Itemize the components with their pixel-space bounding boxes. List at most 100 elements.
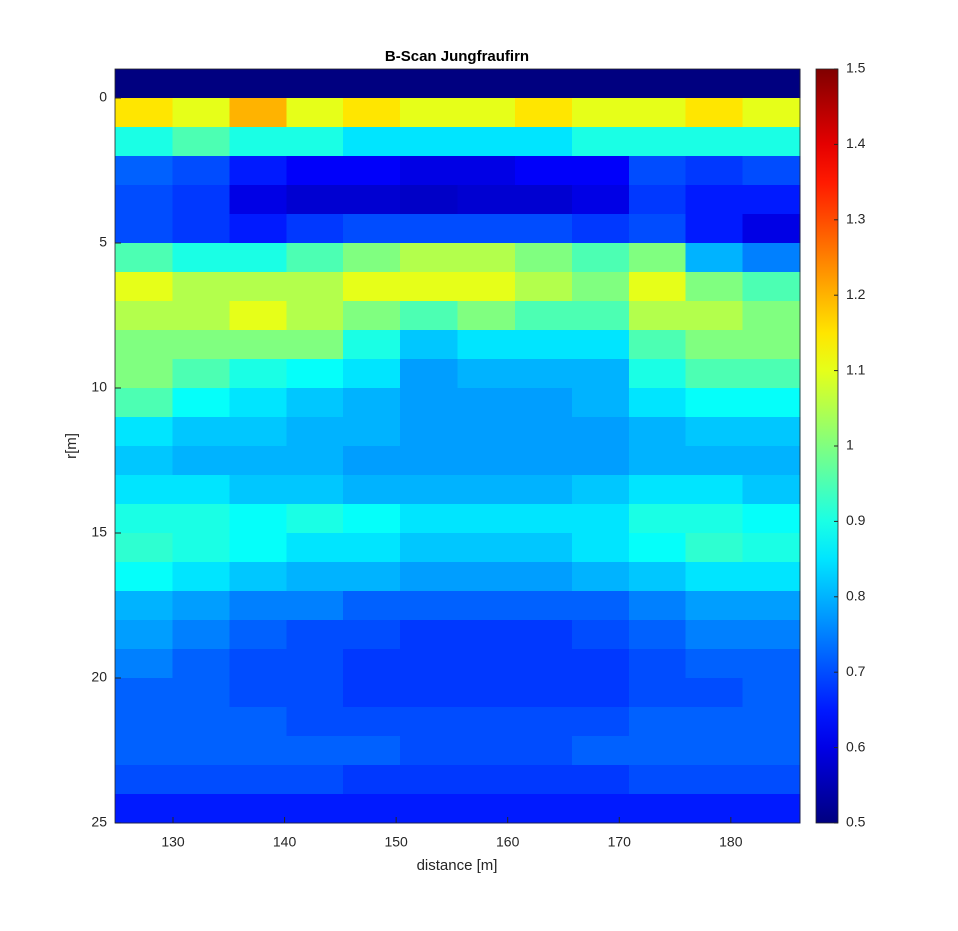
heat-cell	[115, 794, 173, 824]
heat-cell	[172, 504, 230, 534]
heat-cell	[742, 185, 801, 215]
heat-cell	[229, 533, 287, 563]
heat-cell	[628, 794, 687, 824]
heat-cell	[343, 504, 401, 534]
heat-cell	[115, 243, 173, 273]
heat-cell	[628, 98, 687, 128]
heat-cell	[457, 678, 516, 708]
heat-cell	[742, 127, 801, 157]
heat-cell	[400, 243, 458, 273]
heat-cell	[115, 591, 173, 621]
heat-cell	[400, 98, 458, 128]
heat-cell	[400, 446, 458, 476]
heat-cell	[343, 591, 401, 621]
heat-cell	[685, 301, 744, 331]
heat-cell	[685, 417, 744, 447]
heat-cell	[628, 127, 687, 157]
heat-cell	[571, 562, 630, 592]
heat-cell	[685, 127, 744, 157]
heat-cell	[286, 98, 344, 128]
heat-cell	[628, 504, 687, 534]
heat-cell	[628, 330, 687, 360]
heat-cell	[685, 765, 744, 795]
heat-cell	[172, 620, 230, 650]
heat-cell	[457, 272, 516, 302]
heat-cell	[514, 591, 573, 621]
heat-cell	[172, 272, 230, 302]
heat-cell	[343, 794, 401, 824]
x-tick-label: 170	[608, 834, 632, 850]
heat-cell	[685, 620, 744, 650]
heat-cell	[742, 214, 801, 244]
colorbar-tick-label: 0.9	[846, 512, 866, 528]
heat-cell	[229, 156, 287, 186]
heat-cell	[685, 736, 744, 766]
x-tick-label: 150	[384, 834, 408, 850]
heat-cell	[685, 562, 744, 592]
heat-cell	[400, 620, 458, 650]
heat-cell	[400, 214, 458, 244]
heat-cell	[229, 243, 287, 273]
heat-cell	[457, 156, 516, 186]
heat-cell	[457, 533, 516, 563]
heat-cell	[172, 359, 230, 389]
x-axis-label: distance [m]	[417, 857, 498, 874]
heat-cell	[229, 649, 287, 679]
heat-cell	[343, 678, 401, 708]
heat-cell	[514, 794, 573, 824]
heat-cell	[514, 678, 573, 708]
heat-cell	[115, 156, 173, 186]
heat-cell	[628, 214, 687, 244]
heat-cell	[457, 446, 516, 476]
heat-cell	[742, 359, 801, 389]
heat-cell	[343, 620, 401, 650]
heat-cell	[514, 127, 573, 157]
heat-cell	[514, 388, 573, 418]
heat-cell	[172, 475, 230, 505]
heat-cell	[286, 156, 344, 186]
colorbar-tick-label: 1	[846, 437, 854, 453]
heat-cell	[628, 620, 687, 650]
heat-cell	[628, 417, 687, 447]
heat-cell	[514, 736, 573, 766]
heat-cell	[742, 562, 801, 592]
heat-cell	[742, 330, 801, 360]
heat-cell	[400, 504, 458, 534]
heat-cell	[400, 359, 458, 389]
heat-cell	[343, 765, 401, 795]
heat-cell	[343, 69, 401, 99]
heat-cell	[628, 359, 687, 389]
heat-cell	[286, 736, 344, 766]
heat-cell	[286, 707, 344, 737]
heat-cell	[229, 591, 287, 621]
heat-cell	[115, 562, 173, 592]
heat-cell	[571, 446, 630, 476]
heat-cell	[571, 69, 630, 99]
heat-cell	[514, 504, 573, 534]
heat-cell	[742, 736, 801, 766]
heat-cell	[514, 272, 573, 302]
heat-cell	[457, 185, 516, 215]
heat-cell	[286, 185, 344, 215]
heat-cell	[343, 475, 401, 505]
heat-cell	[571, 736, 630, 766]
y-axis-label: r[m]	[63, 433, 80, 459]
heat-cell	[628, 301, 687, 331]
heat-cell	[115, 533, 173, 563]
heat-cell	[400, 127, 458, 157]
heat-cell	[400, 185, 458, 215]
heat-cell	[286, 649, 344, 679]
heat-cell	[286, 301, 344, 331]
heat-cell	[343, 649, 401, 679]
heat-cell	[343, 243, 401, 273]
colorbar-tick-label: 1.3	[846, 211, 866, 227]
heat-cell	[514, 620, 573, 650]
heat-cell	[628, 736, 687, 766]
heat-cell	[685, 388, 744, 418]
heat-cell	[115, 736, 173, 766]
heat-cell	[115, 620, 173, 650]
heat-cell	[742, 272, 801, 302]
heat-cell	[286, 475, 344, 505]
heat-cell	[400, 765, 458, 795]
